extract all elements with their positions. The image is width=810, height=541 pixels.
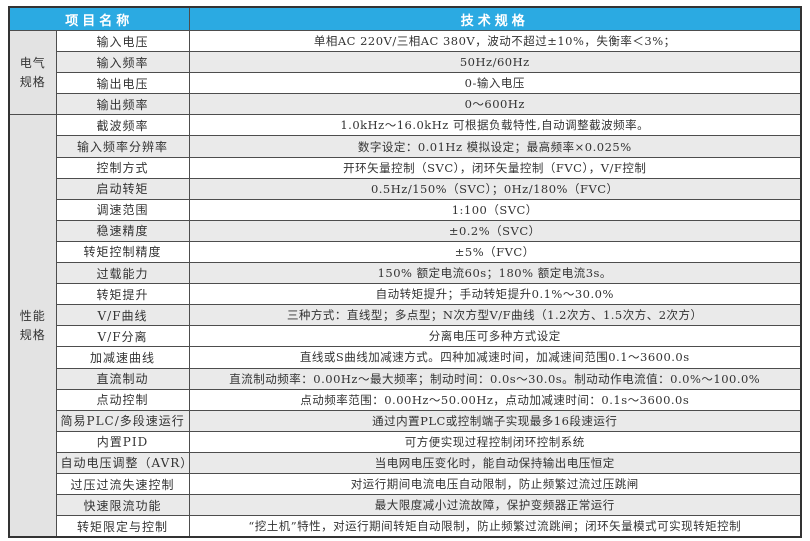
table-header: 项目名称 技术规格: [8, 6, 802, 31]
table-row: V/F分离 分离电压可多种方式设定: [9, 325, 802, 348]
table-body: 电气规格 输入电压 单相AC 220V/三相AC 380V，波动不超过±10%，…: [8, 29, 802, 538]
spec-value-cell: 150% 额定电流60s；180% 额定电流3s。: [188, 262, 802, 285]
item-name-cell: 输入频率分辨率: [55, 135, 190, 158]
item-name-cell: 调速范围: [55, 198, 190, 221]
table-row: 加减速曲线 直线或S曲线加减速方式。四种加减速时间，加减速间范围0.1～3600…: [9, 346, 802, 369]
item-name-cell: 控制方式: [55, 156, 190, 179]
item-name-cell: 转矩限定与控制: [55, 515, 190, 538]
table-row: 过载能力 150% 额定电流60s；180% 额定电流3s。: [9, 262, 802, 285]
item-name-cell: 内置PID: [55, 430, 190, 453]
spec-value-cell: 0.5Hz/150%（SVC）；0Hz/180%（FVC）: [188, 177, 802, 200]
spec-value-cell: 1.0kHz～16.0kHz 可根据负载特性,自动调整截波频率。: [188, 114, 802, 137]
table-row: 稳速精度 ±0.2%（SVC）: [9, 219, 802, 242]
table-row: 过压过流失速控制 对运行期间电流电压自动限制，防止频繁过流过压跳闸: [9, 472, 802, 496]
item-name-cell: 输入频率: [55, 51, 190, 74]
item-name-cell: 稳速精度: [55, 219, 190, 242]
spec-value-cell: “挖土机”特性，对运行期间转矩自动限制，防止频繁过流跳闸；闭环矢量模式可实现转矩…: [188, 515, 802, 538]
category-cell-performance: 性能规格: [8, 114, 57, 538]
category-cell-electrical: 电气规格: [8, 29, 57, 116]
table-row: 输出电压 0-输入电压: [9, 72, 802, 95]
item-name-cell: 简易PLC/多段速运行: [55, 409, 190, 432]
spec-value-cell: 直线或S曲线加减速方式。四种加减速时间，加减速间范围0.1～3600.0s: [188, 346, 802, 369]
spec-value-cell: 直流制动频率：0.00Hz～最大频率；制动时间：0.0s～30.0s。制动动作电…: [188, 367, 802, 390]
table-row: 转矩控制精度 ±5%（FVC）: [9, 240, 802, 264]
item-name-cell: 加减速曲线: [55, 346, 190, 369]
item-name-cell: 启动转矩: [55, 177, 190, 200]
spec-table: 项目名称 技术规格 电气规格 输入电压 单相AC 220V/三相AC 380V，…: [8, 6, 802, 538]
table-row: 调速范围 1:100（SVC）: [9, 198, 802, 221]
table-row: 点动控制 点动频率范围：0.00Hz～50.00Hz，点动加减速时间：0.1s～…: [9, 388, 802, 411]
item-name-cell: 直流制动: [55, 367, 190, 390]
header-row: 项目名称 技术规格: [8, 6, 802, 31]
item-name-cell: 过载能力: [55, 262, 190, 285]
spec-value-cell: 自动转矩提升；手动转矩提升0.1%～30.0%: [188, 283, 802, 306]
item-name-cell: 快速限流功能: [55, 494, 190, 517]
spec-value-cell: ±0.2%（SVC）: [188, 219, 802, 242]
table-row: 输出频率 0～600Hz: [9, 93, 802, 116]
item-name-cell: 转矩控制精度: [55, 240, 190, 264]
table-row: 控制方式 开环矢量控制（SVC），闭环矢量控制（FVC），V/F控制: [9, 156, 802, 179]
header-item-name: 项目名称: [8, 6, 190, 31]
table-row: 输入频率 50Hz/60Hz: [9, 51, 802, 74]
spec-value-cell: 0-输入电压: [188, 72, 802, 95]
spec-value-cell: 单相AC 220V/三相AC 380V，波动不超过±10%，失衡率＜3%；: [188, 29, 802, 53]
header-tech-spec: 技术规格: [188, 6, 802, 31]
table-row: 直流制动 直流制动频率：0.00Hz～最大频率；制动时间：0.0s～30.0s。…: [9, 367, 802, 390]
spec-value-cell: 三种方式：直线型；多点型；N次方型V/F曲线（1.2次方、1.5次方、2次方）: [188, 304, 802, 327]
item-name-cell: 输入电压: [55, 29, 190, 53]
item-name-cell: 输出电压: [55, 72, 190, 95]
table-row: 输入频率分辨率 数字设定：0.01Hz 模拟设定；最高频率×0.025%: [9, 135, 802, 158]
table-row: 转矩限定与控制 “挖土机”特性，对运行期间转矩自动限制，防止频繁过流跳闸；闭环矢…: [9, 515, 802, 538]
table-row: 自动电压调整（AVR） 当电网电压变化时，能自动保持输出电压恒定: [9, 451, 802, 474]
spec-value-cell: 开环矢量控制（SVC），闭环矢量控制（FVC），V/F控制: [188, 156, 802, 179]
table-row: 简易PLC/多段速运行 通过内置PLC或控制端子实现最多16段速运行: [9, 409, 802, 432]
table-row: 快速限流功能 最大限度减小过流故障，保护变频器正常运行: [9, 494, 802, 517]
item-name-cell: 过压过流失速控制: [55, 472, 190, 496]
item-name-cell: V/F曲线: [55, 304, 190, 327]
spec-value-cell: 50Hz/60Hz: [188, 51, 802, 74]
item-name-cell: 截波频率: [55, 114, 190, 137]
spec-value-cell: 最大限度减小过流故障，保护变频器正常运行: [188, 494, 802, 517]
table-row: V/F曲线 三种方式：直线型；多点型；N次方型V/F曲线（1.2次方、1.5次方…: [9, 304, 802, 327]
table-row: 电气规格 输入电压 单相AC 220V/三相AC 380V，波动不超过±10%，…: [8, 29, 802, 116]
table-row: 内置PID 可方便实现过程控制闭环控制系统: [9, 430, 802, 453]
spec-value-cell: 数字设定：0.01Hz 模拟设定；最高频率×0.025%: [188, 135, 802, 158]
item-name-cell: 转矩提升: [55, 283, 190, 306]
table-row: 性能规格 截波频率 1.0kHz～16.0kHz 可根据负载特性,自动调整截波频…: [8, 114, 802, 538]
spec-value-cell: 对运行期间电流电压自动限制，防止频繁过流过压跳闸: [188, 472, 802, 496]
item-name-cell: V/F分离: [55, 325, 190, 348]
spec-value-cell: 当电网电压变化时，能自动保持输出电压恒定: [188, 451, 802, 474]
table-row: 转矩提升 自动转矩提升；手动转矩提升0.1%～30.0%: [9, 283, 802, 306]
item-name-cell: 输出频率: [55, 93, 190, 116]
spec-value-cell: 分离电压可多种方式设定: [188, 325, 802, 348]
table-row: 启动转矩 0.5Hz/150%（SVC）；0Hz/180%（FVC）: [9, 177, 802, 200]
spec-value-cell: 0～600Hz: [188, 93, 802, 116]
item-name-cell: 自动电压调整（AVR）: [55, 451, 190, 474]
spec-value-cell: ±5%（FVC）: [188, 240, 802, 264]
spec-value-cell: 点动频率范围：0.00Hz～50.00Hz，点动加减速时间：0.1s～3600.…: [188, 388, 802, 411]
spec-value-cell: 1:100（SVC）: [188, 198, 802, 221]
item-name-cell: 点动控制: [55, 388, 190, 411]
spec-value-cell: 可方便实现过程控制闭环控制系统: [188, 430, 802, 453]
spec-value-cell: 通过内置PLC或控制端子实现最多16段速运行: [188, 409, 802, 432]
